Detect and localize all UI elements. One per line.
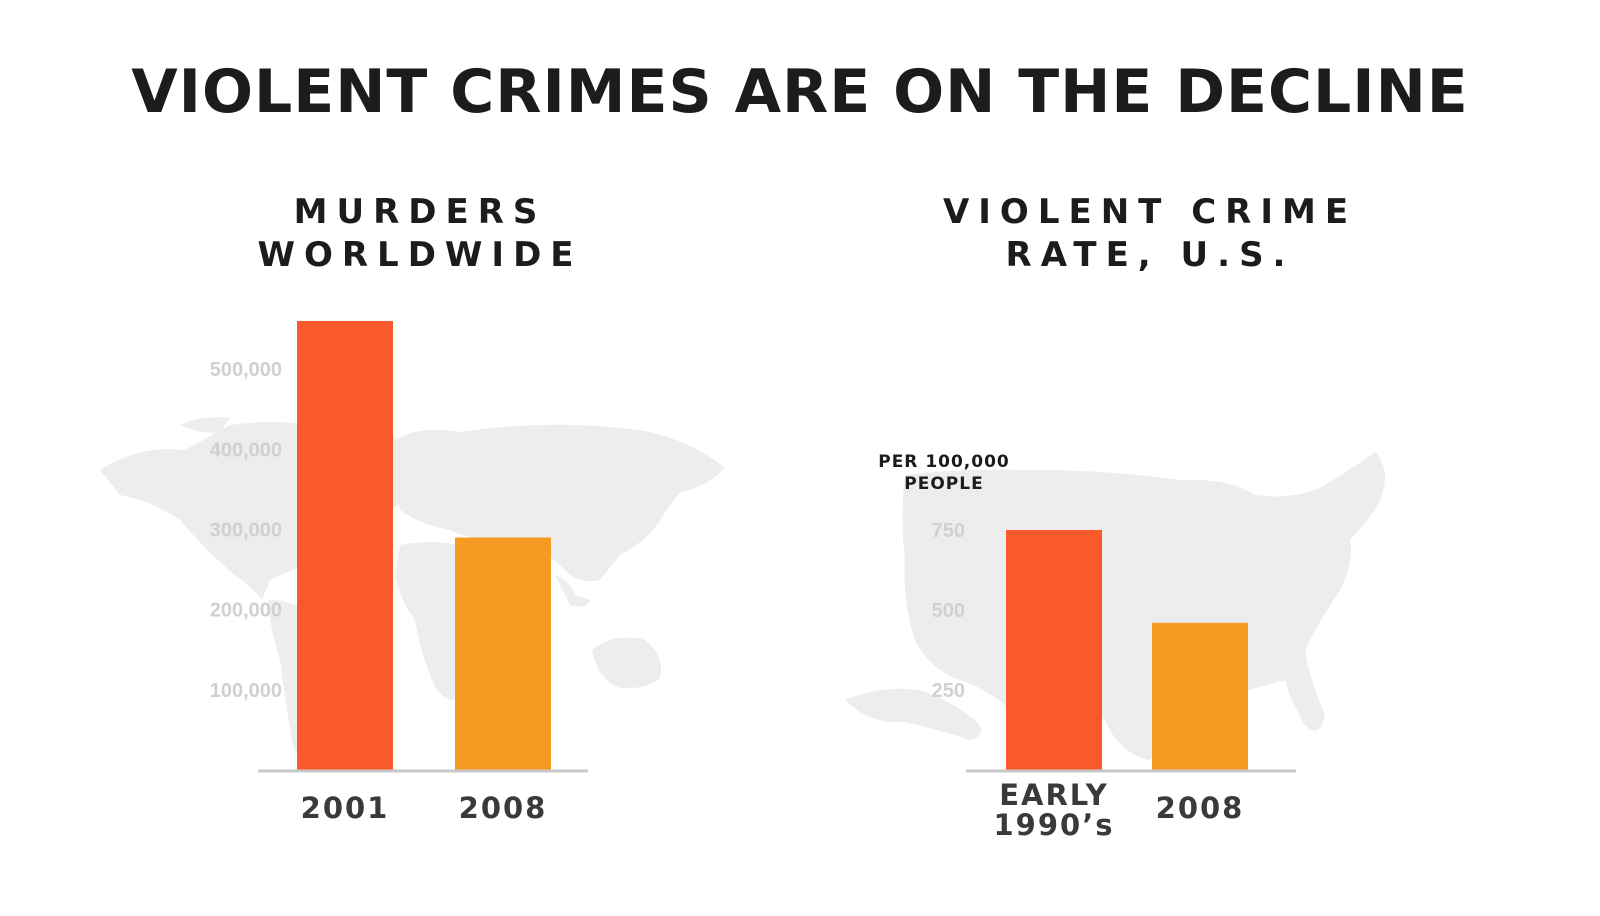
y-tick-label: 400,000 [210,439,282,461]
chart-1: 100,000 200,000 300,000 400,000 500,000 2001 2… [210,321,588,825]
y-tick-label: 500,000 [210,359,282,381]
charts-layer: 100,000 200,000 300,000 400,000 500,000 2001 2… [210,321,1296,842]
bar-1 [297,321,393,770]
main-title: VIOLENT CRIMES ARE ON THE DECLINE [131,57,1469,127]
bar-1 [1006,530,1102,770]
category-label: EARLY [999,778,1109,812]
crime-rate-title-line-1: VIOLENT CRIME [942,192,1358,232]
category-label: 1990’s [994,808,1115,842]
murders-title-line-1: MURDERS [293,192,547,232]
y-tick-label: 200,000 [210,600,282,622]
unit-label: PER 100,000 [878,452,1010,472]
y-tick-label: 750 [932,520,965,542]
crime-rate-title-line-2: RATE, U.S. [1005,235,1295,275]
world-map-background [100,417,725,754]
murders-title-line-2: WORLDWIDE [257,235,583,275]
category-label: 2008 [1156,791,1245,825]
crime-rate-chart-title: VIOLENT CRIME RATE, U.S. [920,191,1380,277]
y-tick-label: 300,000 [210,519,282,541]
y-tick-label: 250 [932,680,965,702]
y-tick-label: 500 [932,600,965,622]
us-map-background [845,452,1385,760]
unit-label: PEOPLE [904,474,983,494]
bar-2 [455,537,551,770]
murders-chart-title: MURDERS WORLDWIDE [210,191,630,277]
bar-2 [1152,622,1248,770]
category-label: 2008 [459,791,548,825]
y-tick-label: 100,000 [210,680,282,702]
category-label: 2001 [301,791,390,825]
